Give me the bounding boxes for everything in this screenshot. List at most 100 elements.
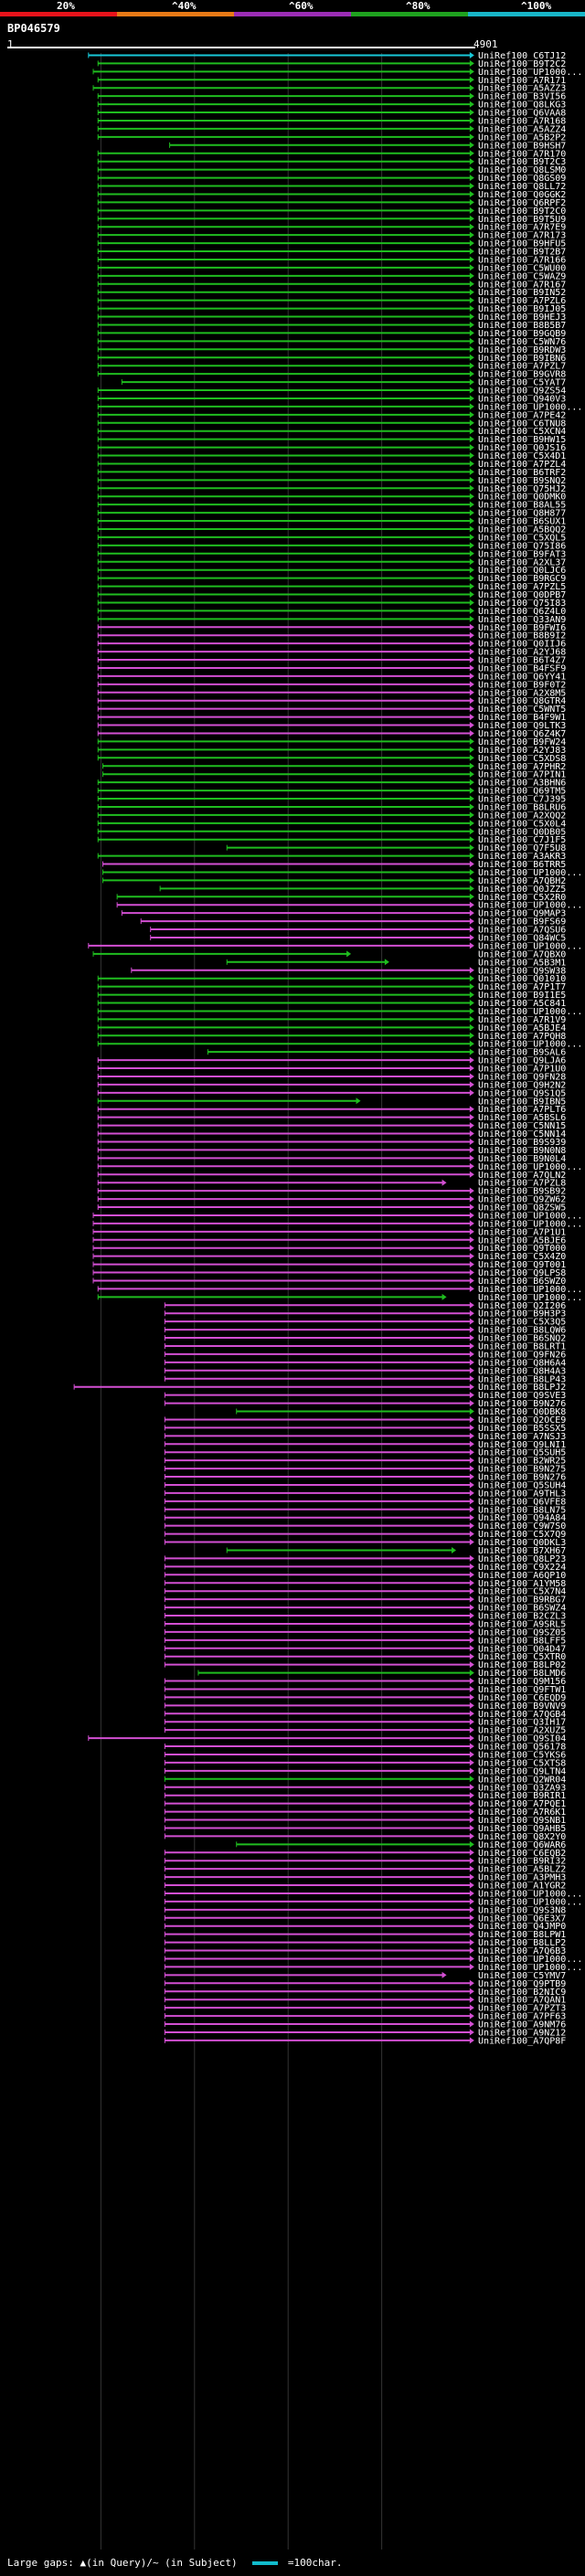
hit-label[interactable]: UniRef100_B6SWZ4 <box>478 1604 566 1614</box>
hit-label[interactable]: UniRef100_Q9LJA6 <box>478 1056 566 1066</box>
hit-label[interactable]: UniRef100_Q6WAR6 <box>478 1840 566 1850</box>
hit-label[interactable]: UniRef100_B9FW24 <box>478 737 566 747</box>
hit-label[interactable]: UniRef100_Q69TM5 <box>478 787 566 797</box>
hit-label[interactable]: UniRef100_B8LPW1 <box>478 1930 566 1940</box>
hit-label[interactable]: UniRef100_C5X2R0 <box>478 893 566 903</box>
hit-label[interactable]: UniRef100_B8B9I2 <box>478 631 566 641</box>
hit-label[interactable]: UniRef100_UP1000... <box>478 1293 582 1303</box>
hit-label[interactable]: UniRef100_C6EQB2 <box>478 1849 566 1859</box>
hit-label[interactable]: UniRef100_C5XTS8 <box>478 1758 566 1768</box>
hit-label[interactable]: UniRef100_A7PHR2 <box>478 762 566 772</box>
hit-label[interactable]: UniRef100_UP1000... <box>478 1897 582 1907</box>
hit-label[interactable]: UniRef100_B6SNQ2 <box>478 1334 566 1344</box>
hit-label[interactable]: UniRef100_Q8GS09 <box>478 174 566 184</box>
hit-label[interactable]: UniRef100_UP1000... <box>478 1955 582 1965</box>
hit-label[interactable]: UniRef100_Q940V3 <box>478 394 566 404</box>
hit-label[interactable]: UniRef100_Q9LTN4 <box>478 1766 566 1776</box>
hit-label[interactable]: UniRef100_A7R166 <box>478 255 566 265</box>
hit-label[interactable]: UniRef100_B9T2B7 <box>478 248 566 258</box>
hit-label[interactable]: UniRef100_Q33AN9 <box>478 615 566 625</box>
hit-label[interactable]: UniRef100_B8B5B7 <box>478 321 566 331</box>
hit-label[interactable]: UniRef100_Q8LKG3 <box>478 101 566 111</box>
hit-label[interactable]: UniRef100_C5X7Q9 <box>478 1530 566 1540</box>
hit-label[interactable]: UniRef100_B6SWZ0 <box>478 1277 566 1287</box>
hit-label[interactable]: UniRef100_B9FWI6 <box>478 623 566 633</box>
hit-label[interactable]: UniRef100_Q8LL72 <box>478 182 566 192</box>
hit-label[interactable]: UniRef100_UP1000... <box>478 68 582 78</box>
hit-label[interactable]: UniRef100_A7PZL5 <box>478 582 566 592</box>
hit-label[interactable]: UniRef100_Q9M156 <box>478 1677 566 1687</box>
hit-label[interactable]: UniRef100_B9SB92 <box>478 1187 566 1197</box>
hit-label[interactable]: UniRef100_A7PZT3 <box>478 2004 566 2014</box>
hit-label[interactable]: UniRef100_A7QGB4 <box>478 1710 566 1720</box>
hit-label[interactable]: UniRef100_B9T2C3 <box>478 157 566 167</box>
hit-label[interactable]: UniRef100_B9N0L4 <box>478 1154 566 1164</box>
hit-label[interactable]: UniRef100_A1YM58 <box>478 1579 566 1589</box>
hit-label[interactable]: UniRef100_B9RBG7 <box>478 1595 566 1606</box>
hit-label[interactable]: UniRef100_A2XL37 <box>478 557 566 567</box>
hit-label[interactable]: UniRef100_Q0DKL3 <box>478 1538 566 1548</box>
hit-label[interactable]: UniRef100_C9X224 <box>478 1563 566 1573</box>
hit-label[interactable]: UniRef100_C5NN14 <box>478 1129 566 1140</box>
hit-label[interactable]: UniRef100_C5X0L4 <box>478 819 566 829</box>
hit-label[interactable]: UniRef100_B8LRT1 <box>478 1341 566 1352</box>
hit-label[interactable]: UniRef100_A7PQH8 <box>478 1032 566 1042</box>
hit-label[interactable]: UniRef100_Q8H877 <box>478 509 566 519</box>
hit-label[interactable]: UniRef100_B9IN52 <box>478 288 566 298</box>
hit-label[interactable]: UniRef100_Q75I86 <box>478 541 566 551</box>
hit-label[interactable]: UniRef100_Q9SI04 <box>478 1734 566 1744</box>
hit-label[interactable]: UniRef100_Q9ZW62 <box>478 1195 566 1205</box>
hit-label[interactable]: UniRef100_C5X3Q5 <box>478 1318 566 1328</box>
hit-label[interactable]: UniRef100_C5WN76 <box>478 337 566 347</box>
hit-label[interactable]: UniRef100_B9RGC9 <box>478 574 566 584</box>
hit-label[interactable]: UniRef100_B9SNQ2 <box>478 476 566 486</box>
hit-label[interactable]: UniRef100_A7R1V9 <box>478 1015 566 1025</box>
hit-label[interactable]: UniRef100_C6TNU8 <box>478 419 566 429</box>
hit-label[interactable]: UniRef100_A7PZL8 <box>478 1179 566 1189</box>
hit-label[interactable]: UniRef100_B9HW15 <box>478 435 566 445</box>
hit-label[interactable]: UniRef100_Q9T000 <box>478 1244 566 1254</box>
hit-label[interactable]: UniRef100_A7P1U0 <box>478 1065 566 1075</box>
hit-label[interactable]: UniRef100_C9W7S0 <box>478 1521 566 1532</box>
hit-label[interactable]: UniRef100_Q6VAA8 <box>478 109 566 119</box>
hit-label[interactable]: UniRef100_Q84WC5 <box>478 933 566 943</box>
hit-label[interactable]: UniRef100_A7QBH2 <box>478 876 566 886</box>
hit-label[interactable]: UniRef100_Q0DB05 <box>478 827 566 837</box>
hit-label[interactable]: UniRef100_Q8LSM0 <box>478 165 566 175</box>
hit-label[interactable]: UniRef100_Q75I83 <box>478 599 566 609</box>
hit-label[interactable]: UniRef100_A9NZ12 <box>478 2028 566 2038</box>
hit-label[interactable]: UniRef100_Q9S1Q5 <box>478 1088 566 1098</box>
hit-label[interactable]: UniRef100_A2XUZ5 <box>478 1726 566 1736</box>
hit-label[interactable]: UniRef100_B9FAT3 <box>478 549 566 559</box>
hit-label[interactable]: UniRef100_A9SRL5 <box>478 1619 566 1629</box>
hit-label[interactable]: UniRef100_Q9LPS8 <box>478 1268 566 1278</box>
hit-label[interactable]: UniRef100_C5YAT7 <box>478 378 566 388</box>
hit-label[interactable]: UniRef100_A3BHN6 <box>478 779 566 789</box>
hit-label[interactable]: UniRef100_Q0JS16 <box>478 443 566 453</box>
hit-label[interactable]: UniRef100_B6T4Z7 <box>478 656 566 666</box>
hit-label[interactable]: UniRef100_B8LFF5 <box>478 1636 566 1646</box>
hit-label[interactable]: UniRef100_Q0JZZ5 <box>478 885 566 895</box>
hit-label[interactable]: UniRef100_Q9T001 <box>478 1260 566 1270</box>
hit-label[interactable]: UniRef100_UP1000... <box>478 1889 582 1899</box>
hit-label[interactable]: UniRef100_UP1000... <box>478 1007 582 1017</box>
hit-label[interactable]: UniRef100_B9N276 <box>478 1399 566 1409</box>
hit-label[interactable]: UniRef100_C6EQD9 <box>478 1693 566 1703</box>
hit-label[interactable]: UniRef100_A9THL3 <box>478 1489 566 1499</box>
hit-label[interactable]: UniRef100_A5B2P2 <box>478 133 566 143</box>
hit-label[interactable]: UniRef100_Q0DBK8 <box>478 1407 566 1417</box>
hit-label[interactable]: UniRef100_B2WR25 <box>478 1457 566 1467</box>
hit-label[interactable]: UniRef100_A7PQE1 <box>478 1799 566 1809</box>
hit-label[interactable]: UniRef100_B9GQB9 <box>478 329 566 339</box>
hit-label[interactable]: UniRef100_B4F9W1 <box>478 713 566 723</box>
hit-label[interactable]: UniRef100_A7P1T7 <box>478 982 566 992</box>
hit-label[interactable]: UniRef100_Q8H4A3 <box>478 1366 566 1376</box>
hit-label[interactable]: UniRef100_C5WAZ9 <box>478 271 566 281</box>
hit-label[interactable]: UniRef100_B9RDW3 <box>478 345 566 355</box>
hit-label[interactable]: UniRef100_UP1000... <box>478 402 582 412</box>
hit-label[interactable]: UniRef100_C5XQL5 <box>478 533 566 543</box>
hit-label[interactable]: UniRef100_C5X7N4 <box>478 1587 566 1597</box>
hit-label[interactable]: UniRef100_A7PF63 <box>478 2012 566 2022</box>
hit-label[interactable]: UniRef100_A7QP8F <box>478 2036 566 2046</box>
hit-label[interactable]: UniRef100_B3VI56 <box>478 92 566 102</box>
